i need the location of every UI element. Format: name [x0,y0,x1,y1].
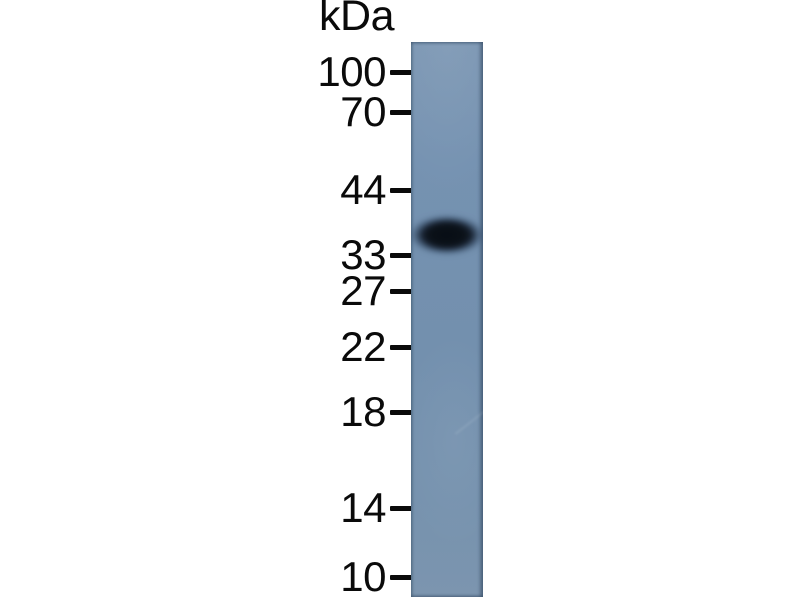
marker-27: 27 [0,269,412,313]
marker-44: 44 [0,168,412,212]
protein-band [411,212,483,258]
marker-18: 18 [0,390,412,434]
marker-tick-100 [390,69,412,75]
marker-label-14: 14 [340,484,386,531]
marker-label-44: 44 [340,166,386,213]
marker-label-27: 27 [340,267,386,314]
blot-lane [411,42,483,597]
marker-33: 33 [0,233,412,277]
marker-10: 10 [0,555,412,599]
marker-tick-18 [390,409,412,415]
marker-tick-70 [390,109,412,115]
marker-14: 14 [0,486,412,530]
marker-tick-33 [390,252,412,258]
marker-label-10: 10 [340,553,386,600]
marker-label-18: 18 [340,388,386,435]
marker-label-22: 22 [340,323,386,370]
marker-tick-22 [390,344,412,350]
marker-tick-44 [390,187,412,193]
marker-tick-14 [390,505,412,511]
kda-unit-label: kDa [319,0,394,40]
marker-100: 100 [0,50,412,94]
marker-label-33: 33 [340,231,386,278]
marker-tick-27 [390,288,412,294]
marker-label-100: 100 [317,48,386,95]
marker-label-70: 70 [340,88,386,135]
lane-scratch-artifact [454,407,483,435]
marker-22: 22 [0,325,412,369]
marker-70: 70 [0,90,412,134]
marker-tick-10 [390,574,412,580]
